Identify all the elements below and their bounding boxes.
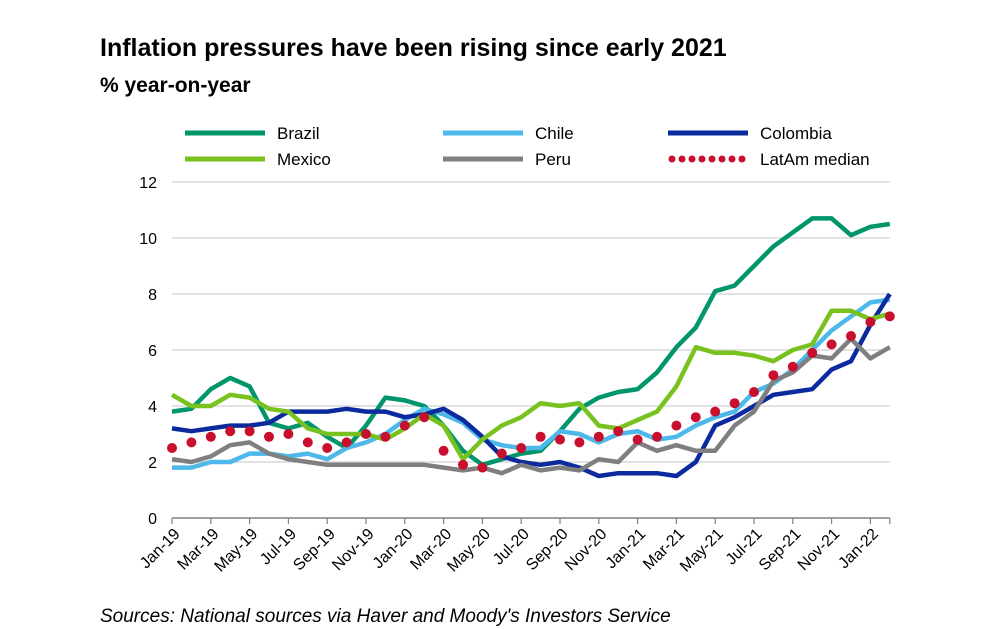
legend-label: Mexico xyxy=(277,150,331,169)
series-line-peru xyxy=(171,336,891,476)
median-point xyxy=(749,387,759,397)
legend-label: Chile xyxy=(535,124,574,143)
y-tick-label: 12 xyxy=(139,175,157,192)
median-point xyxy=(458,459,468,470)
median-point xyxy=(768,370,779,381)
series-line-mexico xyxy=(170,308,891,462)
median-point xyxy=(846,331,856,341)
median-point xyxy=(283,429,294,439)
median-point xyxy=(419,412,430,423)
legend-swatch-dot xyxy=(738,155,746,163)
y-tick-label: 4 xyxy=(148,399,157,416)
median-point xyxy=(807,347,818,358)
series-line-brazil xyxy=(171,216,891,468)
x-tick-label: Jan-19 xyxy=(137,526,184,573)
legend-swatch-dot xyxy=(718,155,726,163)
legend-label: Peru xyxy=(535,150,571,169)
y-tick-label: 6 xyxy=(148,343,157,360)
median-point xyxy=(613,426,624,437)
median-point xyxy=(167,443,177,453)
x-tick-label: Nov-19 xyxy=(329,526,378,575)
x-tick-label: Nov-20 xyxy=(562,526,611,575)
median-point xyxy=(496,448,507,459)
x-tick-label: Sep-21 xyxy=(756,526,805,575)
median-point xyxy=(438,445,449,456)
x-tick-label: Sep-20 xyxy=(523,526,572,575)
legend-swatch-dot xyxy=(728,155,736,163)
median-point xyxy=(380,431,391,442)
median-point xyxy=(826,339,837,350)
x-tick-label: Jan-22 xyxy=(835,526,882,573)
median-point xyxy=(225,426,236,437)
median-point xyxy=(361,429,371,439)
median-point xyxy=(555,434,565,445)
x-tick-label: Sep-19 xyxy=(290,526,339,575)
median-point xyxy=(690,412,701,423)
series-line-chile xyxy=(172,297,891,470)
x-tick-label: May-20 xyxy=(444,526,494,576)
median-point xyxy=(477,462,488,473)
y-tick-label: 0 xyxy=(148,511,157,528)
x-tick-label: May-21 xyxy=(677,526,727,576)
chart-subtitle: % year-on-year xyxy=(100,74,251,97)
median-point xyxy=(652,431,662,442)
x-tick-label: Jan-20 xyxy=(370,526,417,573)
legend-swatch-dot xyxy=(688,155,696,163)
median-point xyxy=(516,443,527,453)
median-point xyxy=(710,406,721,417)
median-point xyxy=(186,437,197,448)
median-point xyxy=(787,361,798,372)
median-point xyxy=(535,431,546,442)
median-point xyxy=(322,443,333,453)
x-tick-label: Jan-21 xyxy=(603,526,650,573)
source-note: Sources: National sources via Haver and … xyxy=(100,606,671,627)
legend-swatch-dot xyxy=(698,155,706,163)
legend-swatch-dot xyxy=(668,155,676,163)
median-point xyxy=(399,420,410,431)
median-point xyxy=(632,434,643,445)
median-point xyxy=(865,317,876,327)
median-point xyxy=(574,437,585,448)
median-point xyxy=(205,431,216,442)
x-tick-label: May-19 xyxy=(212,526,262,576)
legend-label: Brazil xyxy=(277,124,320,143)
median-point xyxy=(671,420,682,431)
y-tick-label: 10 xyxy=(139,231,157,248)
median-point xyxy=(593,431,604,442)
median-point xyxy=(341,437,352,448)
median-point xyxy=(884,311,895,322)
legend-label: LatAm median xyxy=(760,150,870,169)
y-tick-label: 2 xyxy=(148,455,157,472)
median-point xyxy=(264,431,274,442)
legend-label: Colombia xyxy=(760,124,832,143)
y-tick-label: 8 xyxy=(148,287,157,304)
median-point xyxy=(729,398,740,409)
median-point xyxy=(302,437,313,448)
chart-title: Inflation pressures have been rising sin… xyxy=(100,34,727,62)
median-point xyxy=(244,426,255,437)
legend-swatch-dot xyxy=(708,155,716,163)
x-tick-label: Nov-21 xyxy=(795,526,844,575)
legend-swatch-dot xyxy=(678,155,686,163)
